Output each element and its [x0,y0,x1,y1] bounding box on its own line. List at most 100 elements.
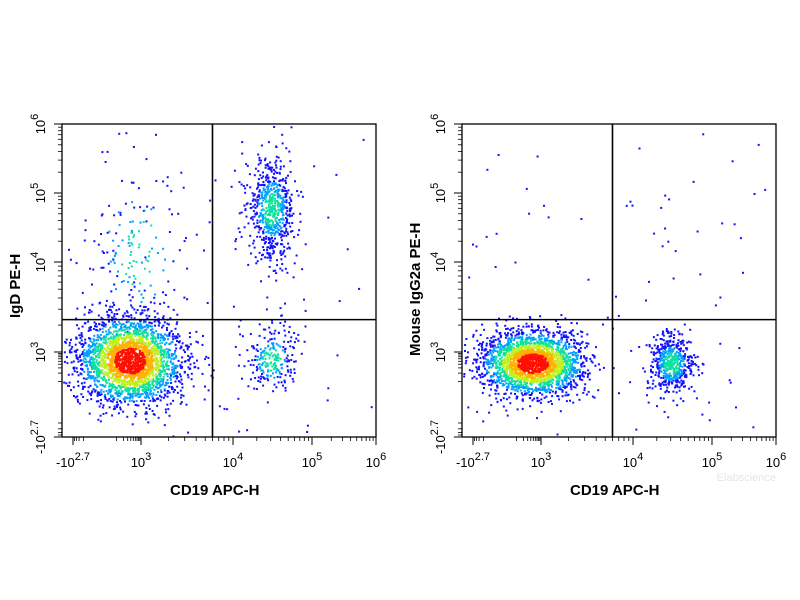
event-point [569,385,572,388]
event-point [148,315,151,318]
event-point [131,370,134,373]
event-point [530,325,533,328]
event-point [111,322,114,325]
event-point [252,222,255,225]
event-point [482,356,485,359]
event-point [593,396,596,399]
event-point [93,357,96,360]
event-point [91,364,94,367]
event-point [269,254,272,257]
event-point [675,379,678,381]
event-point [128,346,131,349]
event-point [128,384,131,387]
event-point [495,397,498,400]
event-point [283,187,286,190]
event-point [662,346,665,348]
event-point [130,374,133,377]
event-point [263,377,266,380]
event-point [151,335,154,338]
event-point [203,249,205,252]
event-point [257,178,260,181]
event-point [107,357,110,360]
event-point [98,380,100,383]
event-point [144,412,147,415]
event-point [146,332,149,335]
event-point [180,171,183,174]
event-point [123,345,126,348]
event-point [150,387,153,390]
event-point [669,339,672,342]
event-point [274,329,277,332]
event-point [279,160,282,163]
event-point [137,341,140,344]
event-point [118,389,121,392]
event-point [168,391,171,394]
event-point [665,390,668,393]
event-point [293,368,296,371]
event-point [166,395,169,398]
event-point [101,384,104,387]
event-point [157,397,160,400]
event-point [140,342,143,345]
event-point [571,329,574,332]
event-point [84,229,87,232]
event-point [489,350,492,353]
event-point [496,386,499,389]
event-point [326,399,329,402]
event-point [660,376,663,379]
event-point [260,144,263,147]
event-point [284,302,286,305]
event-point [172,362,175,365]
event-point [252,239,255,242]
event-point [68,248,70,251]
event-point [120,346,123,349]
event-point [105,336,107,339]
event-point [132,392,134,395]
event-point [486,168,489,171]
event-point [163,393,166,396]
event-point [174,380,177,383]
event-point [661,351,664,354]
event-point [582,371,584,374]
event-point [572,379,575,382]
event-point [89,267,92,270]
event-point [90,398,93,401]
event-point [528,337,531,340]
event-point [279,250,282,253]
event-point [272,368,275,371]
event-point [533,331,536,333]
event-point [142,350,145,353]
event-point [297,339,300,342]
event-point [665,328,668,330]
event-point [112,347,115,350]
event-point [562,334,565,337]
event-point [680,384,683,387]
event-point [73,350,76,353]
event-point [141,337,144,340]
event-point [269,197,271,200]
event-point [151,378,154,380]
event-point [271,236,273,239]
event-point [100,349,103,352]
event-point [304,243,307,246]
event-point [137,355,140,358]
event-point [481,375,484,378]
event-point [260,227,263,230]
event-point [144,325,147,328]
event-point [646,394,648,397]
event-point [144,353,146,356]
event-point [286,360,288,363]
event-point [495,330,498,333]
event-point [114,323,117,326]
event-point [172,260,175,263]
event-point [149,393,152,396]
event-point [679,350,682,353]
event-point [492,356,495,359]
event-point [113,362,116,365]
event-point [140,301,143,304]
event-point [151,341,154,344]
event-point [140,349,143,352]
event-point [271,211,273,214]
event-point [504,336,507,339]
event-point [112,359,115,362]
